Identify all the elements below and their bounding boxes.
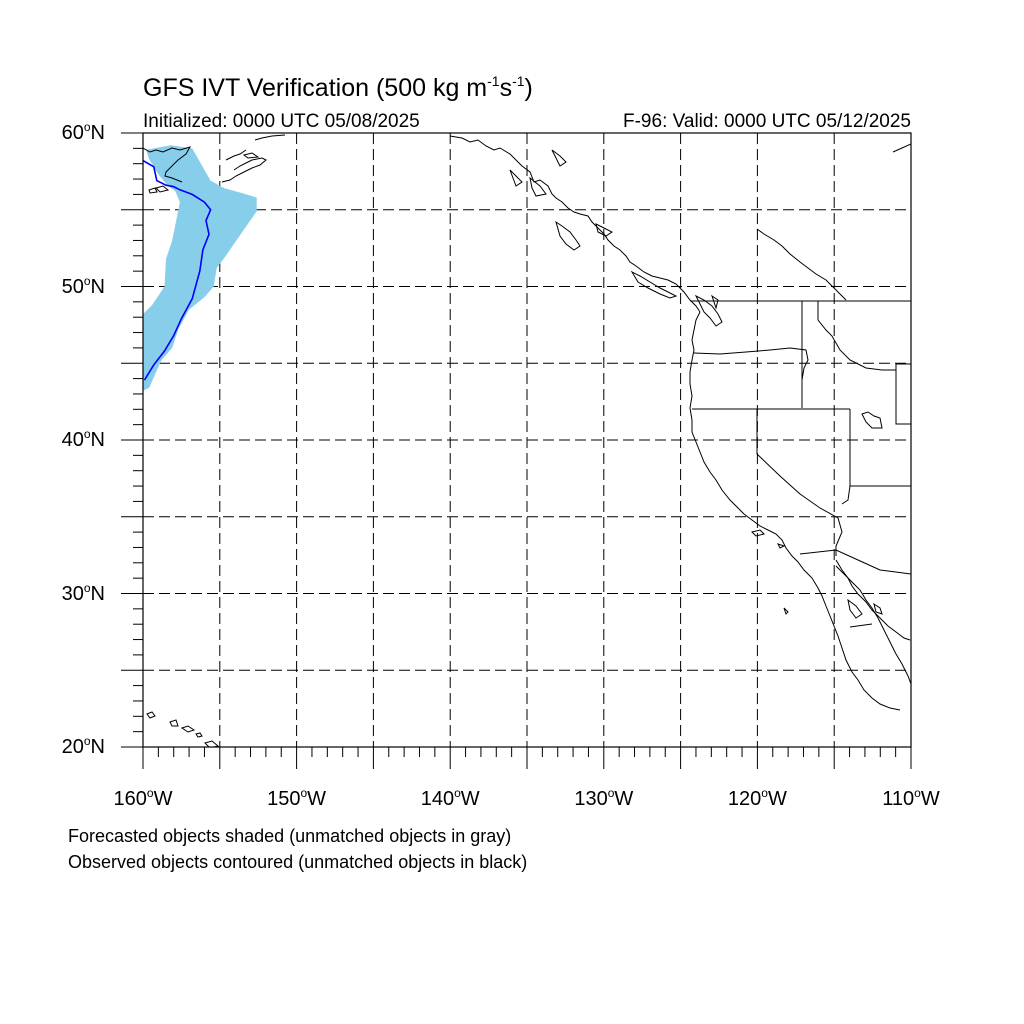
axis-ticks xyxy=(121,132,912,769)
map-title: GFS IVT Verification (500 kg m-1s-1) xyxy=(143,73,533,102)
lon-label: 110oW xyxy=(882,786,940,810)
plot-frame xyxy=(142,132,912,748)
lon-label: 130oW xyxy=(574,786,634,810)
lat-label: 20oN xyxy=(61,734,105,758)
valid-time-label: F-96: Valid: 0000 UTC 05/12/2025 xyxy=(623,111,911,132)
lat-label: 50oN xyxy=(61,273,105,298)
lon-label: 160oW xyxy=(113,786,173,810)
observed-ivt-contour xyxy=(143,159,212,381)
observed-legend-note: Observed objects contoured (unmatched ob… xyxy=(68,852,528,872)
lon-label: 150oW xyxy=(267,786,327,810)
lat-lon-grid xyxy=(143,133,911,747)
lon-label: 140oW xyxy=(420,786,480,810)
lat-label: 30oN xyxy=(61,580,105,605)
forecast-legend-note: Forecasted objects shaded (unmatched obj… xyxy=(68,826,512,846)
lon-label: 120oW xyxy=(727,786,787,810)
init-time-label: Initialized: 0000 UTC 05/08/2025 xyxy=(143,111,420,132)
lat-label: 40oN xyxy=(61,427,105,451)
lat-label: 60oN xyxy=(61,120,105,144)
coastlines-and-borders xyxy=(143,134,911,747)
